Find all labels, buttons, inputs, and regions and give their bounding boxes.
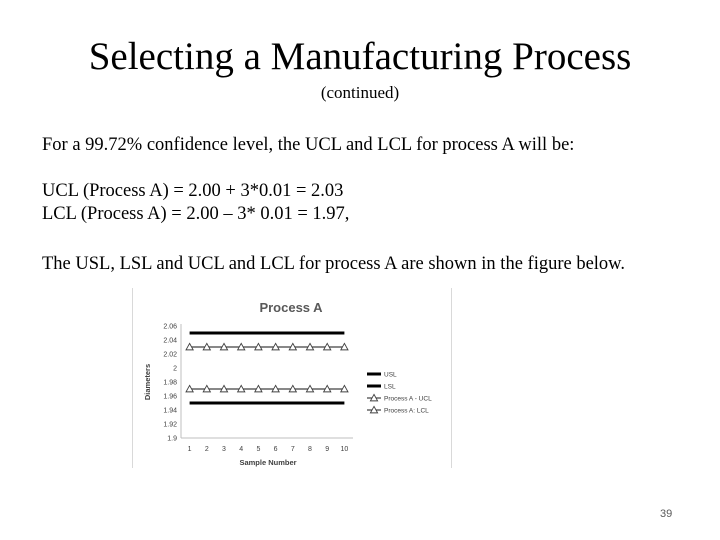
chart-title: Process A xyxy=(259,300,323,315)
y-tick-label: 2.06 xyxy=(163,324,177,331)
y-tick-label: 2.04 xyxy=(163,338,177,345)
slide-title: Selecting a Manufacturing Process xyxy=(88,35,632,78)
triangle-marker xyxy=(340,342,349,351)
legend-label: Process A: LCL xyxy=(384,408,429,415)
triangle-marker xyxy=(305,384,315,393)
y-tick-label: 1.98 xyxy=(163,380,177,387)
x-tick-label: 10 xyxy=(341,446,349,453)
x-tick-label: 9 xyxy=(325,446,329,453)
subtitle-text: (continued) xyxy=(320,83,400,102)
x-tick-label: 5 xyxy=(256,446,260,453)
x-tick-label: 6 xyxy=(274,446,278,453)
y-tick-label: 2 xyxy=(173,366,177,373)
y-tick-label: 2.02 xyxy=(163,352,177,359)
triangle-marker xyxy=(288,342,298,351)
x-tick-label: 2 xyxy=(205,446,209,453)
y-tick-label: 1.94 xyxy=(163,408,177,415)
triangle-marker xyxy=(202,384,212,393)
triangle-marker xyxy=(219,342,229,351)
triangle-marker xyxy=(288,384,298,393)
y-tick-label: 1.92 xyxy=(163,422,177,429)
triangle-marker xyxy=(254,342,263,351)
triangle-marker xyxy=(322,384,332,393)
triangle-marker xyxy=(236,342,246,351)
y-tick-label: 1.96 xyxy=(163,394,177,401)
triangle-marker xyxy=(322,342,332,351)
legend-label: LSL xyxy=(384,384,396,391)
y-tick-label: 1.9 xyxy=(167,436,177,443)
figure-intro-text: The USL, LSL and UCL and LCL for process… xyxy=(42,254,625,274)
process-a-chart: Process A Diameters Sample Number 2.06 2.… xyxy=(132,288,452,468)
lcl-equation: LCL (Process A) = 2.00 – 3* 0.01 = 1.97, xyxy=(42,204,350,224)
page-number: 39 xyxy=(660,508,673,520)
slide-subtitle: (continued) xyxy=(0,83,720,103)
triangle-marker xyxy=(369,393,379,402)
x-tick-label: 8 xyxy=(308,446,312,453)
ucl-equation: UCL (Process A) = 2.00 + 3*0.01 = 2.03 xyxy=(42,181,344,201)
legend-label: USL xyxy=(384,372,397,379)
x-tick-label: 7 xyxy=(291,446,295,453)
confidence-level-text: For a 99.72% confidence level, the UCL a… xyxy=(42,135,575,155)
triangle-marker xyxy=(185,384,194,393)
triangle-marker xyxy=(254,384,263,393)
x-tick-label: 3 xyxy=(222,446,226,453)
triangle-marker xyxy=(305,342,315,351)
y-axis-label: Diameters xyxy=(143,364,152,400)
triangle-marker xyxy=(219,384,229,393)
triangle-marker xyxy=(271,384,280,393)
triangle-marker xyxy=(271,342,280,351)
triangle-marker xyxy=(185,342,194,351)
triangle-marker xyxy=(236,384,246,393)
triangle-marker xyxy=(369,405,379,414)
x-tick-label: 4 xyxy=(239,446,243,453)
x-tick-label: 1 xyxy=(188,446,192,453)
x-axis-label: Sample Number xyxy=(239,458,296,467)
triangle-marker xyxy=(202,342,212,351)
legend-label: Process A - UCL xyxy=(384,396,432,403)
chart-canvas: Process A Diameters Sample Number 2.06 2.… xyxy=(143,300,432,467)
triangle-marker xyxy=(340,384,349,393)
